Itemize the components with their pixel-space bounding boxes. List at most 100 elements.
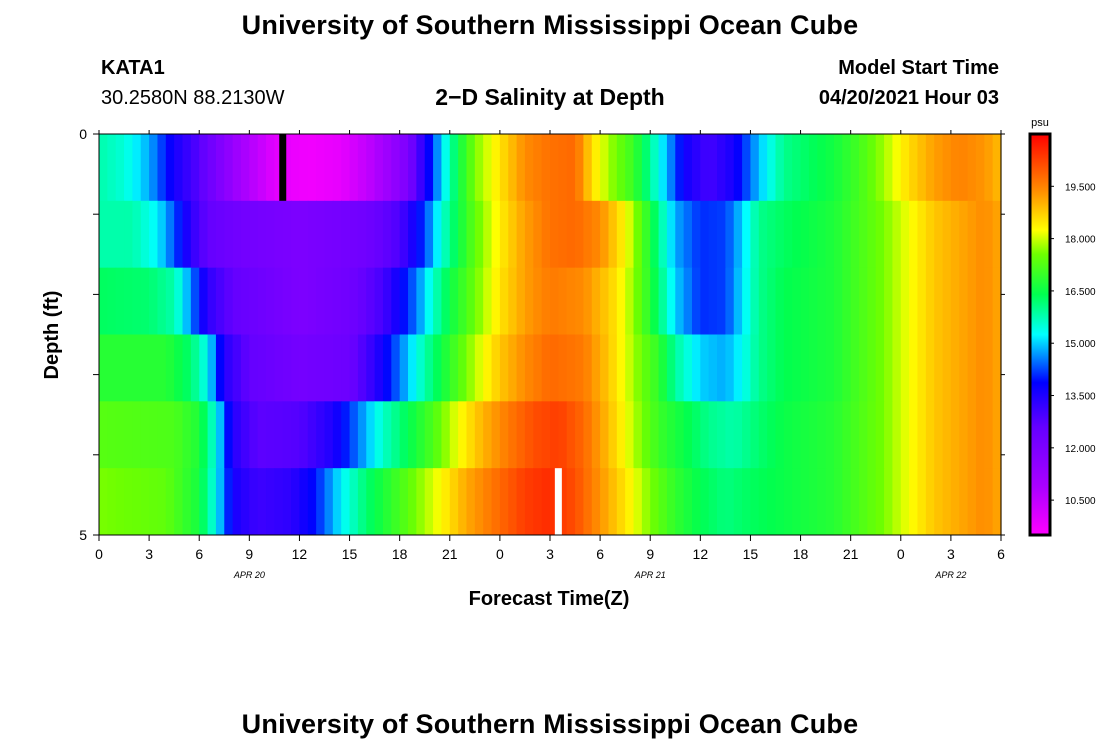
heatmap-cell xyxy=(408,468,417,536)
heatmap-cell xyxy=(909,401,919,469)
heatmap-cell xyxy=(349,134,359,202)
heatmap-cell xyxy=(249,200,259,269)
heatmap-cell xyxy=(408,334,417,402)
heatmap-cell xyxy=(833,267,843,335)
heatmap-cell xyxy=(124,134,134,202)
heatmap-cell xyxy=(616,334,626,402)
heatmap-cell xyxy=(107,200,117,269)
heatmap-cell xyxy=(909,134,919,202)
heatmap-cell xyxy=(792,401,802,469)
heatmap-cell xyxy=(758,200,768,269)
x-tick-label: 6 xyxy=(195,546,203,562)
heatmap-cell xyxy=(274,401,284,469)
heatmap-cell xyxy=(140,401,150,469)
heatmap-cell xyxy=(633,334,643,402)
heatmap-cell xyxy=(165,200,175,269)
heatmap-cell xyxy=(207,468,217,536)
heatmap-cell xyxy=(224,200,234,269)
heatmap-cell xyxy=(575,267,585,335)
heatmap-cell xyxy=(867,134,877,202)
heatmap-cell xyxy=(783,334,793,402)
heatmap-cell xyxy=(892,401,902,469)
heatmap-cell xyxy=(249,134,259,202)
heatmap-cell xyxy=(99,334,108,402)
heatmap-cell xyxy=(859,334,868,402)
heatmap-cell xyxy=(433,334,443,402)
x-tick-label: 0 xyxy=(95,546,103,562)
heatmap-cell xyxy=(316,334,326,402)
heatmap-cell xyxy=(366,334,376,402)
heatmap-cell xyxy=(357,334,367,402)
station-coordinates: 30.2580N 88.2130W xyxy=(101,87,285,109)
heatmap-cell xyxy=(884,267,894,335)
heatmap-cell xyxy=(165,134,175,202)
heatmap-cell xyxy=(850,401,860,469)
heatmap-cell xyxy=(950,134,960,202)
heatmap-cell xyxy=(742,468,752,536)
heatmap-cell xyxy=(483,200,493,269)
heatmap-cell xyxy=(499,134,509,202)
heatmap-cell xyxy=(658,267,668,335)
heatmap-cells xyxy=(99,134,1002,536)
heatmap-cell xyxy=(833,334,843,402)
heatmap-cell xyxy=(683,334,693,402)
heatmap-cell xyxy=(516,468,526,536)
heatmap-cell xyxy=(859,200,868,269)
heatmap-cell xyxy=(499,334,509,402)
heatmap-cell xyxy=(884,134,894,202)
heatmap-cell xyxy=(149,267,159,335)
heatmap-cell xyxy=(491,401,501,469)
heatmap-cell xyxy=(224,468,234,536)
heatmap-cell xyxy=(633,401,643,469)
heatmap-cell xyxy=(950,401,960,469)
heatmap-cell xyxy=(658,468,668,536)
heatmap-cell xyxy=(357,468,367,536)
heatmap-cell xyxy=(625,334,635,402)
heatmap-cell xyxy=(700,134,710,202)
heatmap-cell xyxy=(808,334,818,402)
x-tick-label: 9 xyxy=(646,546,654,562)
heatmap-cell xyxy=(474,401,484,469)
heatmap-cell xyxy=(408,200,417,269)
heatmap-cell xyxy=(232,267,242,335)
x-tick-label: 0 xyxy=(496,546,504,562)
heatmap-cell xyxy=(842,334,852,402)
heatmap-cell xyxy=(433,134,443,202)
heatmap-cell xyxy=(257,334,267,402)
heatmap-cell xyxy=(633,468,643,536)
heatmap-cell xyxy=(190,200,200,269)
heatmap-cell xyxy=(307,134,317,202)
heatmap-cell xyxy=(967,200,977,269)
heatmap-cell xyxy=(466,134,476,202)
heatmap-cell xyxy=(324,468,334,536)
heatmap-cell xyxy=(382,334,392,402)
heatmap-cell xyxy=(625,267,635,335)
heatmap-cell xyxy=(783,200,793,269)
heatmap-cell xyxy=(909,334,919,402)
heatmap-cell xyxy=(959,134,969,202)
x-tick-label: 12 xyxy=(693,546,709,562)
heatmap-cell xyxy=(550,200,559,269)
heatmap-cell xyxy=(641,401,651,469)
heatmap-cell xyxy=(892,334,902,402)
heatmap-cell xyxy=(391,334,401,402)
heatmap-cell xyxy=(458,468,468,536)
heatmap-cell xyxy=(391,200,401,269)
heatmap-cell xyxy=(332,401,342,469)
heatmap-cell xyxy=(859,401,868,469)
heatmap-cell xyxy=(842,468,852,536)
heatmap-cell xyxy=(257,401,267,469)
heatmap-cell xyxy=(867,267,877,335)
heatmap-cell xyxy=(875,134,885,202)
heatmap-cell xyxy=(700,267,710,335)
heatmap-cell xyxy=(783,134,793,202)
heatmap-cell xyxy=(750,200,760,269)
heatmap-cell xyxy=(758,401,768,469)
heatmap-cell xyxy=(424,468,434,536)
heatmap-cell xyxy=(625,468,635,536)
heatmap-cell xyxy=(717,267,726,335)
heatmap-cell xyxy=(558,468,568,536)
heatmap-cell xyxy=(733,200,743,269)
heatmap-cell xyxy=(900,200,910,269)
heatmap-cell xyxy=(458,401,468,469)
